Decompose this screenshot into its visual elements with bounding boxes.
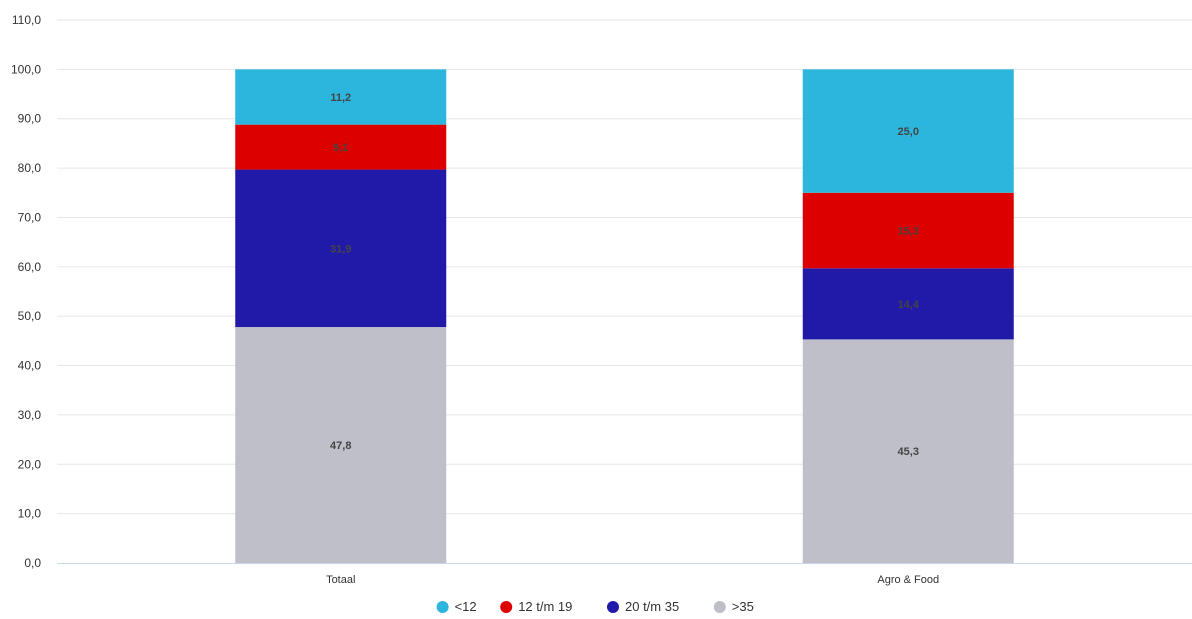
y-tick-label: 50,0 <box>18 309 42 323</box>
x-category-label: Totaal <box>326 574 355 586</box>
legend-marker <box>607 601 619 613</box>
y-tick-label: 100,0 <box>11 62 41 76</box>
data-label: 9,1 <box>333 142 348 154</box>
gridlines <box>57 19 1192 515</box>
bars: 47,8 31,9 9,1 11,2 45,3 14,4 15,3 25,0 <box>235 69 1014 563</box>
legend-item[interactable]: 12 t/m 19 <box>500 599 572 614</box>
legend[interactable]: <12 12 t/m 19 20 t/m 35 >35 <box>436 599 754 614</box>
y-tick-label: 90,0 <box>18 112 42 126</box>
legend-label: >35 <box>732 599 754 614</box>
bar-segment[interactable] <box>802 268 1014 340</box>
bar-segment[interactable] <box>802 192 1014 269</box>
bar-segment[interactable] <box>235 327 447 563</box>
data-label: 31,9 <box>330 243 351 255</box>
y-tick-label: 10,0 <box>18 507 42 521</box>
legend-item[interactable]: <12 <box>436 599 477 614</box>
y-tick-label: 40,0 <box>18 359 42 373</box>
y-tick-label: 20,0 <box>18 457 42 471</box>
legend-marker <box>713 601 726 613</box>
data-label: 45,3 <box>898 446 919 458</box>
data-label: 47,8 <box>330 440 351 452</box>
data-label: 15,3 <box>898 226 919 238</box>
bar-segment[interactable] <box>802 69 1014 193</box>
y-tick-label: 70,0 <box>18 210 42 224</box>
legend-marker <box>436 601 449 613</box>
y-tick-label: 110,0 <box>12 13 41 27</box>
legend-marker <box>500 601 513 613</box>
y-tick-label: 80,0 <box>18 161 42 175</box>
data-label: 11,2 <box>330 92 351 104</box>
bar-segment[interactable] <box>235 169 447 328</box>
x-category-label: Agro & Food <box>877 574 939 586</box>
y-tick-label: 30,0 <box>18 408 42 422</box>
legend-label: 12 t/m 19 <box>518 599 572 614</box>
legend-item[interactable]: 20 t/m 35 <box>607 599 679 614</box>
legend-item[interactable]: >35 <box>713 599 754 614</box>
y-tick-label: 0,0 <box>24 556 41 570</box>
data-label: 14,4 <box>898 299 920 311</box>
y-tick-label: 60,0 <box>18 260 42 274</box>
bar-segment[interactable] <box>235 69 447 125</box>
bar-segment[interactable] <box>802 339 1014 563</box>
legend-label: 20 t/m 35 <box>625 599 679 614</box>
legend-label: <12 <box>455 599 477 614</box>
bar-segment[interactable] <box>235 124 447 170</box>
axes: 0,0 10,0 20,0 30,0 40,0 50,0 60,0 70,0 80,0 90,0 1… <box>11 13 1192 586</box>
data-label: 25,0 <box>898 126 919 138</box>
